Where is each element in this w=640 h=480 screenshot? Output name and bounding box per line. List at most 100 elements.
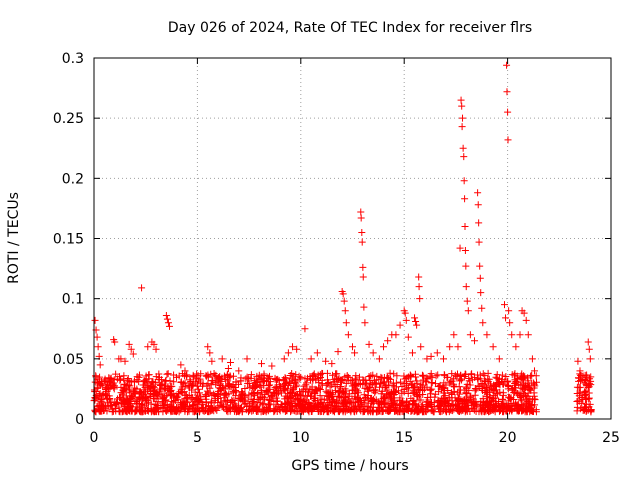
data-point [513, 378, 521, 386]
data-point [306, 373, 314, 381]
data-point [481, 403, 489, 411]
data-point [108, 402, 116, 410]
data-point [520, 309, 528, 317]
data-point [583, 373, 591, 381]
data-point [389, 381, 397, 389]
data-point [380, 378, 388, 386]
plot-frame [93, 57, 612, 420]
data-point [194, 385, 202, 393]
data-point [325, 379, 333, 386]
data-point [111, 400, 119, 408]
data-point [162, 312, 170, 320]
data-point [423, 355, 431, 363]
data-point [240, 400, 248, 408]
data-point [98, 395, 106, 403]
data-point [445, 408, 453, 416]
data-point [325, 408, 333, 416]
data-point [350, 398, 358, 406]
data-point [129, 350, 137, 358]
data-point [292, 371, 300, 379]
data-point [222, 376, 230, 384]
data-point [393, 407, 401, 415]
data-point [402, 401, 410, 409]
data-point [402, 316, 410, 324]
data-point [288, 403, 296, 411]
data-point [116, 373, 124, 381]
data-point [169, 407, 177, 415]
data-point [520, 393, 528, 401]
data-point [173, 373, 181, 381]
data-point [253, 398, 261, 406]
data-point [245, 379, 253, 387]
data-point [249, 397, 257, 405]
data-point [481, 372, 489, 380]
data-point [210, 390, 218, 398]
data-point [329, 378, 337, 386]
data-point [95, 391, 103, 399]
data-point [117, 375, 125, 383]
data-point [471, 337, 479, 345]
data-point [253, 390, 261, 398]
data-point [458, 102, 466, 110]
data-point [503, 378, 511, 386]
data-point [140, 386, 148, 394]
data-point [373, 372, 381, 380]
data-point [133, 403, 141, 411]
data-point [235, 367, 243, 375]
data-point [301, 400, 309, 408]
data-point [272, 394, 280, 402]
data-point [160, 381, 168, 389]
data-point [313, 349, 321, 357]
data-point [314, 403, 322, 411]
data-point [281, 404, 289, 412]
data-point [344, 405, 352, 413]
data-point [100, 403, 108, 411]
data-point [118, 400, 126, 408]
data-point [412, 318, 420, 326]
data-point [318, 408, 326, 416]
y-tick-label: 0.15 [53, 232, 84, 248]
data-point [338, 394, 346, 402]
data-point [413, 379, 421, 387]
data-point [477, 407, 485, 415]
data-point [299, 386, 307, 394]
data-point [459, 144, 467, 152]
data-point [451, 394, 459, 402]
data-point [226, 358, 234, 366]
data-point [388, 396, 396, 404]
data-point [123, 406, 130, 414]
data-point [398, 397, 406, 405]
data-point [528, 355, 536, 363]
data-point [390, 370, 398, 378]
data-point [382, 391, 390, 399]
data-point [262, 387, 270, 395]
data-point [127, 395, 135, 403]
data-point [379, 394, 387, 402]
data-point [154, 398, 162, 406]
data-point [274, 403, 282, 411]
data-point [260, 407, 268, 415]
data-point [438, 386, 446, 394]
data-point [485, 401, 493, 409]
data-point [586, 355, 594, 363]
data-point [403, 381, 411, 389]
data-point [461, 247, 469, 255]
data-point [265, 400, 273, 408]
data-point [146, 390, 154, 398]
data-point [528, 371, 536, 379]
data-point [288, 399, 296, 407]
data-point [466, 381, 474, 389]
data-point [177, 402, 185, 410]
data-point [387, 406, 395, 414]
data-point [227, 405, 235, 413]
data-point [273, 376, 281, 384]
data-point [581, 404, 589, 412]
data-point [265, 382, 273, 390]
data-point [358, 238, 366, 246]
data-point [502, 373, 510, 381]
data-point [414, 393, 422, 401]
data-point [477, 289, 485, 297]
data-point [465, 375, 473, 383]
data-point [451, 402, 459, 410]
data-point [177, 361, 185, 369]
